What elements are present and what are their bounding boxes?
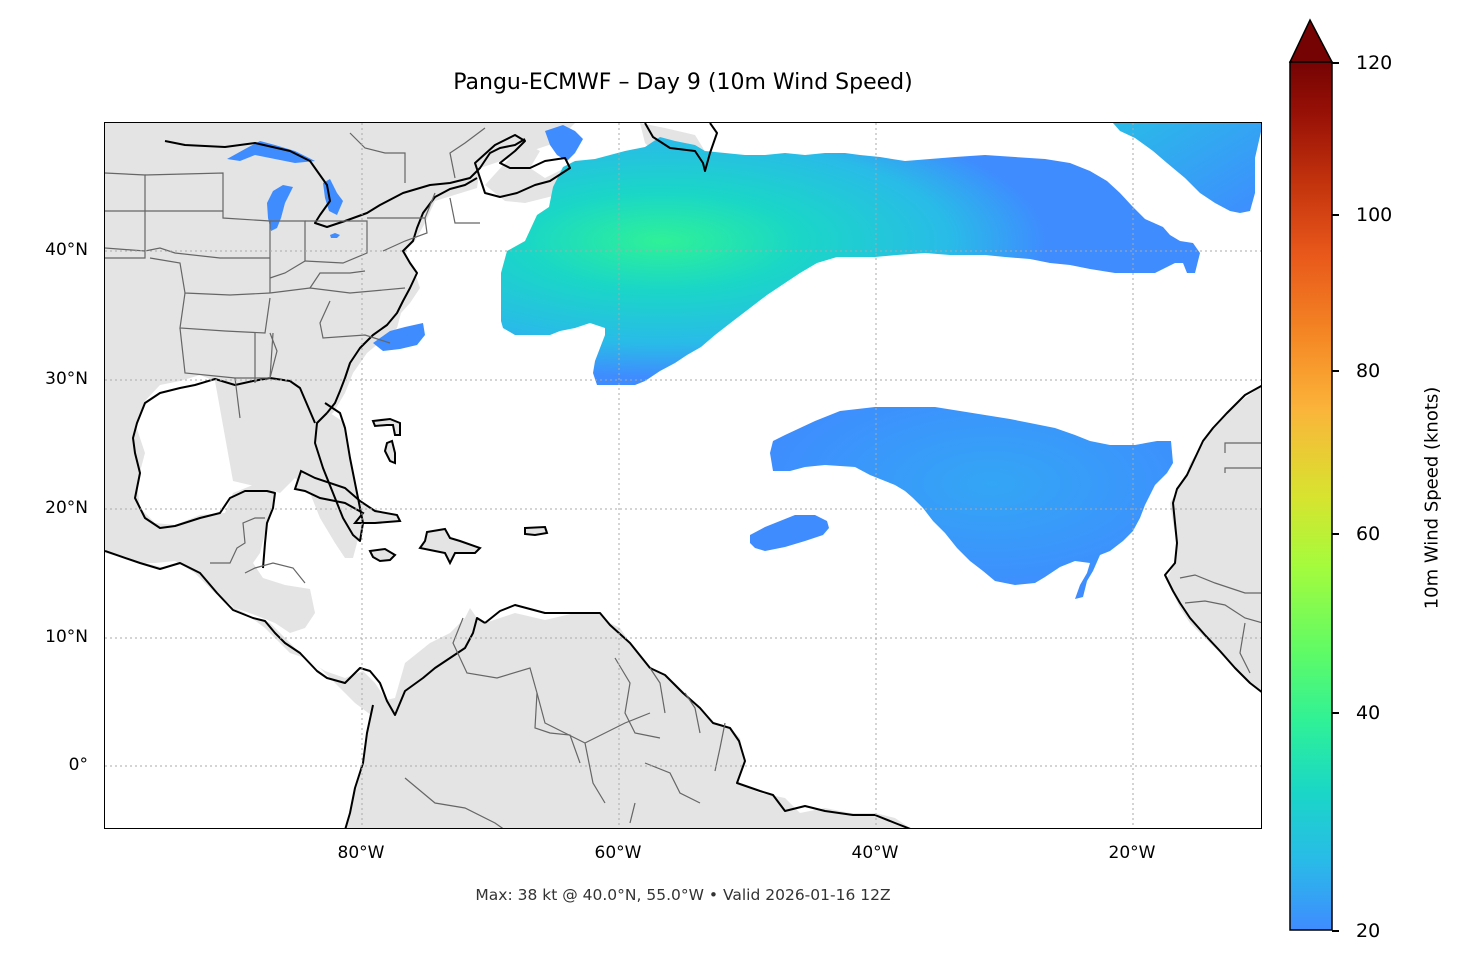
wind-area-lake-michigan <box>267 185 293 231</box>
wind-area-subtropical <box>770 407 1173 599</box>
cbar-label-60: 60 <box>1356 523 1381 545</box>
wind-area-lake-erie <box>330 233 340 238</box>
max-valid-caption: Max: 38 kt @ 40.0°N, 55.0°W • Valid 2026… <box>475 886 891 904</box>
y-tick-30n: 30°N <box>45 369 88 389</box>
gridlines <box>105 123 1261 828</box>
colorbar <box>1288 18 1334 932</box>
cbar-tick-60 <box>1332 533 1339 535</box>
colorbar-extend-arrow <box>1288 18 1334 63</box>
x-tick-80w: 80°W <box>337 843 385 863</box>
wind-area-gulf-st-lawrence <box>545 125 583 161</box>
map-canvas <box>105 123 1261 828</box>
land-caribbean-islands <box>293 417 549 566</box>
y-tick-0: 0° <box>68 755 88 775</box>
cbar-label-20: 20 <box>1356 920 1381 942</box>
wind-area-north-atlantic-jet <box>501 137 1200 385</box>
figure-title: Pangu-ECMWF – Day 9 (10m Wind Speed) <box>453 70 913 95</box>
cbar-label-80: 80 <box>1356 360 1381 382</box>
y-tick-20n: 20°N <box>45 498 88 518</box>
land-africa <box>1167 386 1261 692</box>
wind-area-ne-corner <box>1113 123 1261 213</box>
wind-fields-visible <box>227 123 1261 599</box>
cbar-label-120: 120 <box>1356 52 1393 74</box>
land-north-america <box>105 123 710 723</box>
y-tick-10n: 10°N <box>45 627 88 647</box>
wind-area-off-carolinas <box>373 323 425 351</box>
cbar-tick-120 <box>1332 62 1339 64</box>
x-tick-40w: 40°W <box>851 843 899 863</box>
y-tick-40n: 40°N <box>45 240 88 260</box>
x-tick-20w: 20°W <box>1108 843 1156 863</box>
cbar-label-40: 40 <box>1356 702 1381 724</box>
map-plot-area <box>104 122 1262 829</box>
cbar-tick-80 <box>1332 370 1339 372</box>
x-tick-60w: 60°W <box>594 843 642 863</box>
cbar-tick-100 <box>1332 214 1339 216</box>
wind-area-small-patch <box>750 515 829 551</box>
wind-area-lake-superior <box>227 141 315 163</box>
cbar-tick-40 <box>1332 712 1339 714</box>
cbar-tick-20 <box>1332 930 1339 932</box>
borders <box>105 127 1261 828</box>
cbar-label-100: 100 <box>1356 204 1393 226</box>
colorbar-title: 10m Wind Speed (knots) <box>1421 386 1443 610</box>
